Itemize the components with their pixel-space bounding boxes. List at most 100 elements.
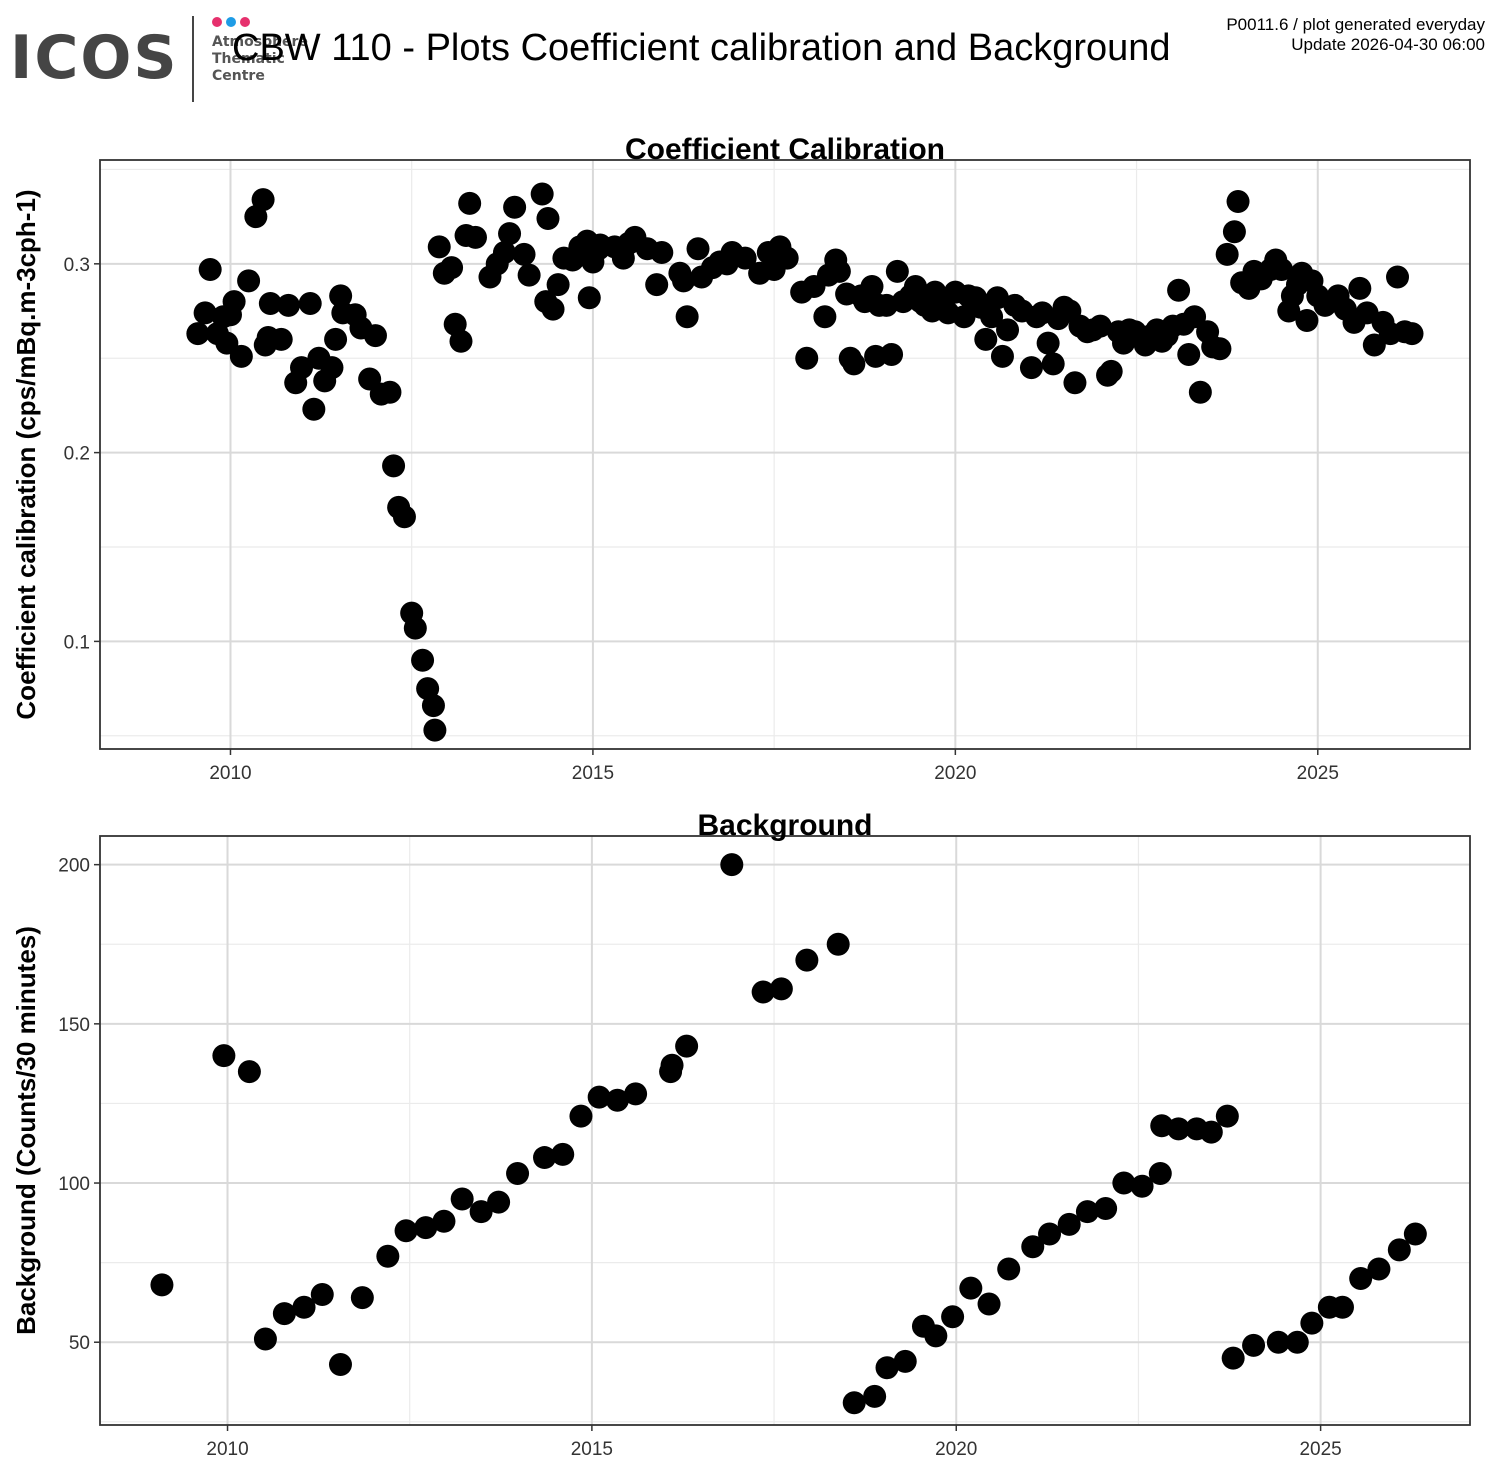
data-point xyxy=(1349,1267,1373,1291)
logo-dot-1 xyxy=(212,17,222,27)
data-point xyxy=(298,291,322,315)
data-point xyxy=(959,1276,983,1300)
y-tick-label: 50 xyxy=(69,1333,90,1354)
data-point xyxy=(827,259,851,283)
data-point xyxy=(276,293,300,317)
data-point xyxy=(1222,220,1246,244)
data-point xyxy=(826,932,850,956)
data-point xyxy=(458,191,482,215)
data-point xyxy=(320,356,344,380)
data-point xyxy=(842,1391,866,1415)
data-point xyxy=(411,648,435,672)
x-tick-label: 2025 xyxy=(1297,763,1339,784)
data-point xyxy=(512,242,536,266)
logo-divider xyxy=(192,16,194,102)
data-point xyxy=(1188,380,1212,404)
data-point xyxy=(1300,1311,1324,1335)
y-tick-label: 0.2 xyxy=(64,444,90,465)
chart-title: Coefficient Calibration xyxy=(625,133,945,166)
data-point xyxy=(1036,331,1060,355)
data-point xyxy=(1387,1238,1411,1262)
data-point xyxy=(1112,1171,1136,1195)
data-point xyxy=(376,1244,400,1268)
data-point xyxy=(569,1104,593,1128)
data-point xyxy=(1226,190,1250,214)
data-point xyxy=(503,195,527,219)
data-point xyxy=(421,694,445,718)
logo-tagline-line-3: Centre xyxy=(212,68,265,84)
data-point xyxy=(990,344,1014,368)
logo-dot-2 xyxy=(226,17,236,27)
y-axis-label: Coefficient calibration (cps/mBq.m-3cph-… xyxy=(11,189,41,719)
data-point xyxy=(269,327,293,351)
data-point xyxy=(1148,1161,1172,1185)
data-point xyxy=(775,246,799,270)
x-tick-label: 2020 xyxy=(935,1439,977,1460)
data-point xyxy=(977,1292,1001,1316)
data-point xyxy=(498,222,522,246)
data-point xyxy=(1167,1117,1191,1141)
data-point xyxy=(795,948,819,972)
data-point xyxy=(974,327,998,351)
data-point xyxy=(1266,1330,1290,1354)
data-point xyxy=(1088,314,1112,338)
data-point xyxy=(517,263,541,287)
data-point xyxy=(885,259,909,283)
data-point xyxy=(660,1053,684,1077)
y-tick-label: 150 xyxy=(58,1015,90,1036)
data-point xyxy=(253,1327,277,1351)
data-point xyxy=(450,1187,474,1211)
y-axis-label: Background (Counts/30 minutes) xyxy=(11,926,41,1335)
data-point xyxy=(328,1353,352,1377)
data-point xyxy=(880,342,904,366)
data-point xyxy=(222,290,246,314)
data-point xyxy=(675,1034,699,1058)
data-point xyxy=(1400,322,1424,346)
panel-border xyxy=(99,159,1471,750)
data-point xyxy=(506,1161,530,1185)
data-point xyxy=(237,1060,261,1084)
x-tick-label: 2010 xyxy=(206,1439,248,1460)
data-point xyxy=(720,853,744,877)
data-point xyxy=(893,1349,917,1373)
y-tick-label: 0.1 xyxy=(64,632,90,653)
data-point xyxy=(842,352,866,376)
data-point xyxy=(1063,371,1087,395)
data-point xyxy=(751,980,775,1004)
plot-area xyxy=(100,836,1470,1425)
data-point xyxy=(290,356,314,380)
data-point xyxy=(469,1200,493,1224)
data-point xyxy=(1242,1333,1266,1357)
data-point xyxy=(1215,242,1239,266)
y-tick-label: 100 xyxy=(58,1174,90,1195)
data-point xyxy=(985,286,1009,310)
data-point xyxy=(150,1273,174,1297)
coefficient-calibration-chart: 2010 2015 2020 2025 0.1 0.2 0.3 Coefficient Cal… xyxy=(11,133,1471,784)
data-point xyxy=(733,246,757,270)
x-tick-label: 2015 xyxy=(571,1439,613,1460)
logo-wordmark: ICOS xyxy=(10,23,179,93)
data-point xyxy=(769,977,793,1001)
data-point xyxy=(1038,1222,1062,1246)
data-point xyxy=(432,1209,456,1233)
data-point xyxy=(414,1216,438,1240)
data-point xyxy=(1099,359,1123,383)
data-point xyxy=(587,1085,611,1109)
data-points xyxy=(186,182,1424,742)
data-point xyxy=(530,182,554,206)
logo-tagline-line-2: Thematic xyxy=(212,51,285,67)
data-point xyxy=(686,237,710,261)
data-point xyxy=(392,505,416,529)
data-point xyxy=(251,188,275,212)
data-point xyxy=(440,256,464,280)
data-point xyxy=(941,1305,965,1329)
data-point xyxy=(533,1146,557,1170)
data-point xyxy=(382,454,406,478)
data-point xyxy=(813,305,837,329)
data-point xyxy=(1270,257,1294,281)
data-point xyxy=(541,297,565,321)
data-point xyxy=(997,1257,1021,1281)
data-point xyxy=(577,286,601,310)
x-tick-label: 2015 xyxy=(572,763,614,784)
data-point xyxy=(536,207,560,231)
